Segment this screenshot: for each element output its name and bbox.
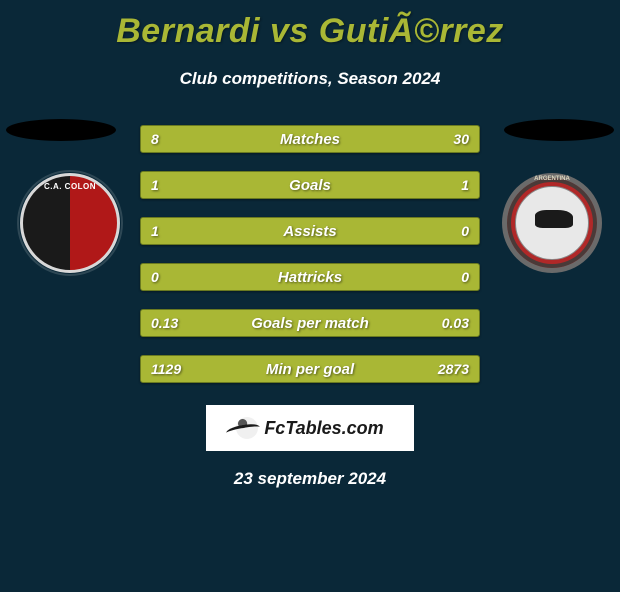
comparison-panel: C.A. COLON ARGENTINA 8 Matches 30 1 Goal… <box>0 125 620 489</box>
stat-left-value: 1 <box>151 223 159 239</box>
crest-shadow-right <box>504 119 614 141</box>
page-title: Bernardi vs GutiÃ©rrez <box>0 12 620 51</box>
stat-label: Hattricks <box>278 269 342 286</box>
stat-row: 0.13 Goals per match 0.03 <box>140 309 480 337</box>
branding-badge: FcTables.com <box>206 405 414 451</box>
stat-label: Goals per match <box>251 315 369 332</box>
stat-label: Assists <box>283 223 336 240</box>
stat-label: Matches <box>280 131 340 148</box>
branding-label: FcTables.com <box>264 418 383 439</box>
ball-icon <box>236 417 258 439</box>
stat-right-value: 30 <box>453 131 469 147</box>
stat-right-value: 0 <box>461 269 469 285</box>
crest-left-label: C.A. COLON <box>23 182 117 191</box>
stat-right-value: 0 <box>461 223 469 239</box>
stat-row: 0 Hattricks 0 <box>140 263 480 291</box>
stat-right-value: 0.03 <box>442 315 469 331</box>
stat-left-value: 0 <box>151 269 159 285</box>
stats-bars: 8 Matches 30 1 Goals 1 1 Assists 0 0 Hat… <box>140 125 480 383</box>
stat-row: 1 Assists 0 <box>140 217 480 245</box>
swoosh-icon <box>226 422 261 438</box>
team-crest-left: C.A. COLON <box>20 173 120 273</box>
subtitle: Club competitions, Season 2024 <box>0 69 620 89</box>
crest-right-label: ARGENTINA <box>507 176 597 182</box>
stat-left-value: 1 <box>151 177 159 193</box>
team-crest-right: ARGENTINA <box>502 173 602 273</box>
stat-label: Goals <box>289 177 331 194</box>
stat-row: 1129 Min per goal 2873 <box>140 355 480 383</box>
stat-row: 8 Matches 30 <box>140 125 480 153</box>
stat-left-value: 1129 <box>151 361 181 377</box>
crest-shadow-left <box>6 119 116 141</box>
stat-label: Min per goal <box>266 361 354 378</box>
stat-left-value: 8 <box>151 131 159 147</box>
stat-row: 1 Goals 1 <box>140 171 480 199</box>
stat-left-value: 0.13 <box>151 315 178 331</box>
stat-right-value: 1 <box>461 177 469 193</box>
stat-right-value: 2873 <box>438 361 469 377</box>
crest-right-icon <box>535 210 573 228</box>
date-label: 23 september 2024 <box>0 469 620 489</box>
